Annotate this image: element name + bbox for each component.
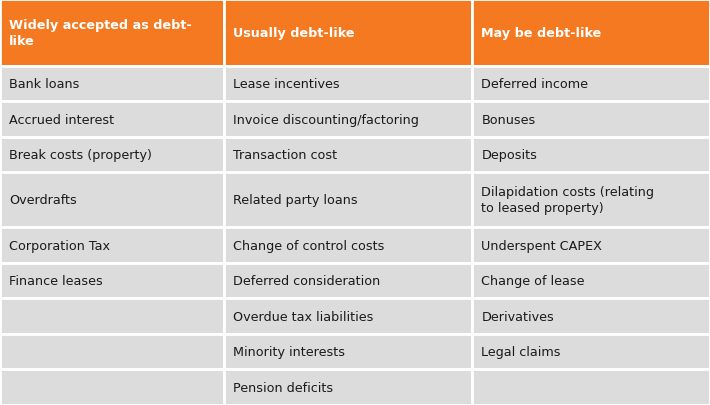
Bar bbox=[224, 298, 472, 334]
Bar bbox=[0, 173, 224, 228]
Bar bbox=[0, 228, 224, 263]
Text: Deferred income: Deferred income bbox=[481, 78, 589, 91]
Bar bbox=[472, 369, 710, 405]
Text: Transaction cost: Transaction cost bbox=[233, 149, 337, 162]
Text: Dilapidation costs (relating
to leased property): Dilapidation costs (relating to leased p… bbox=[481, 186, 655, 215]
Bar bbox=[224, 0, 472, 66]
Bar bbox=[0, 137, 224, 173]
Bar bbox=[0, 102, 224, 137]
Text: Pension deficits: Pension deficits bbox=[233, 381, 333, 394]
Bar bbox=[224, 369, 472, 405]
Text: May be debt-like: May be debt-like bbox=[481, 27, 601, 40]
Bar bbox=[0, 369, 224, 405]
Bar bbox=[472, 228, 710, 263]
Bar bbox=[224, 173, 472, 228]
Bar bbox=[224, 228, 472, 263]
Text: Change of lease: Change of lease bbox=[481, 275, 585, 288]
Bar bbox=[0, 298, 224, 334]
Bar bbox=[0, 334, 224, 369]
Bar bbox=[472, 66, 710, 102]
Text: Lease incentives: Lease incentives bbox=[233, 78, 339, 91]
Bar bbox=[224, 137, 472, 173]
Bar bbox=[472, 263, 710, 298]
Text: Derivatives: Derivatives bbox=[481, 310, 554, 323]
Bar bbox=[224, 102, 472, 137]
Text: Bank loans: Bank loans bbox=[9, 78, 80, 91]
Text: Overdrafts: Overdrafts bbox=[9, 194, 77, 207]
Bar bbox=[472, 137, 710, 173]
Text: Change of control costs: Change of control costs bbox=[233, 239, 384, 252]
Text: Overdue tax liabilities: Overdue tax liabilities bbox=[233, 310, 373, 323]
Text: Break costs (property): Break costs (property) bbox=[9, 149, 152, 162]
Text: Widely accepted as debt-
like: Widely accepted as debt- like bbox=[9, 19, 192, 48]
Bar bbox=[0, 0, 224, 66]
Text: Legal claims: Legal claims bbox=[481, 345, 561, 358]
Bar bbox=[472, 334, 710, 369]
Bar bbox=[472, 298, 710, 334]
Bar bbox=[224, 66, 472, 102]
Text: Invoice discounting/factoring: Invoice discounting/factoring bbox=[233, 113, 419, 126]
Bar bbox=[224, 263, 472, 298]
Bar bbox=[472, 102, 710, 137]
Text: Deposits: Deposits bbox=[481, 149, 537, 162]
Bar bbox=[224, 334, 472, 369]
Text: Finance leases: Finance leases bbox=[9, 275, 103, 288]
Text: Bonuses: Bonuses bbox=[481, 113, 535, 126]
Text: Deferred consideration: Deferred consideration bbox=[233, 275, 380, 288]
Text: Related party loans: Related party loans bbox=[233, 194, 358, 207]
Text: Underspent CAPEX: Underspent CAPEX bbox=[481, 239, 602, 252]
Text: Corporation Tax: Corporation Tax bbox=[9, 239, 110, 252]
Bar bbox=[472, 0, 710, 66]
Bar bbox=[0, 263, 224, 298]
Bar bbox=[0, 66, 224, 102]
Text: Accrued interest: Accrued interest bbox=[9, 113, 114, 126]
Text: Usually debt-like: Usually debt-like bbox=[233, 27, 354, 40]
Text: Minority interests: Minority interests bbox=[233, 345, 345, 358]
Bar bbox=[472, 173, 710, 228]
